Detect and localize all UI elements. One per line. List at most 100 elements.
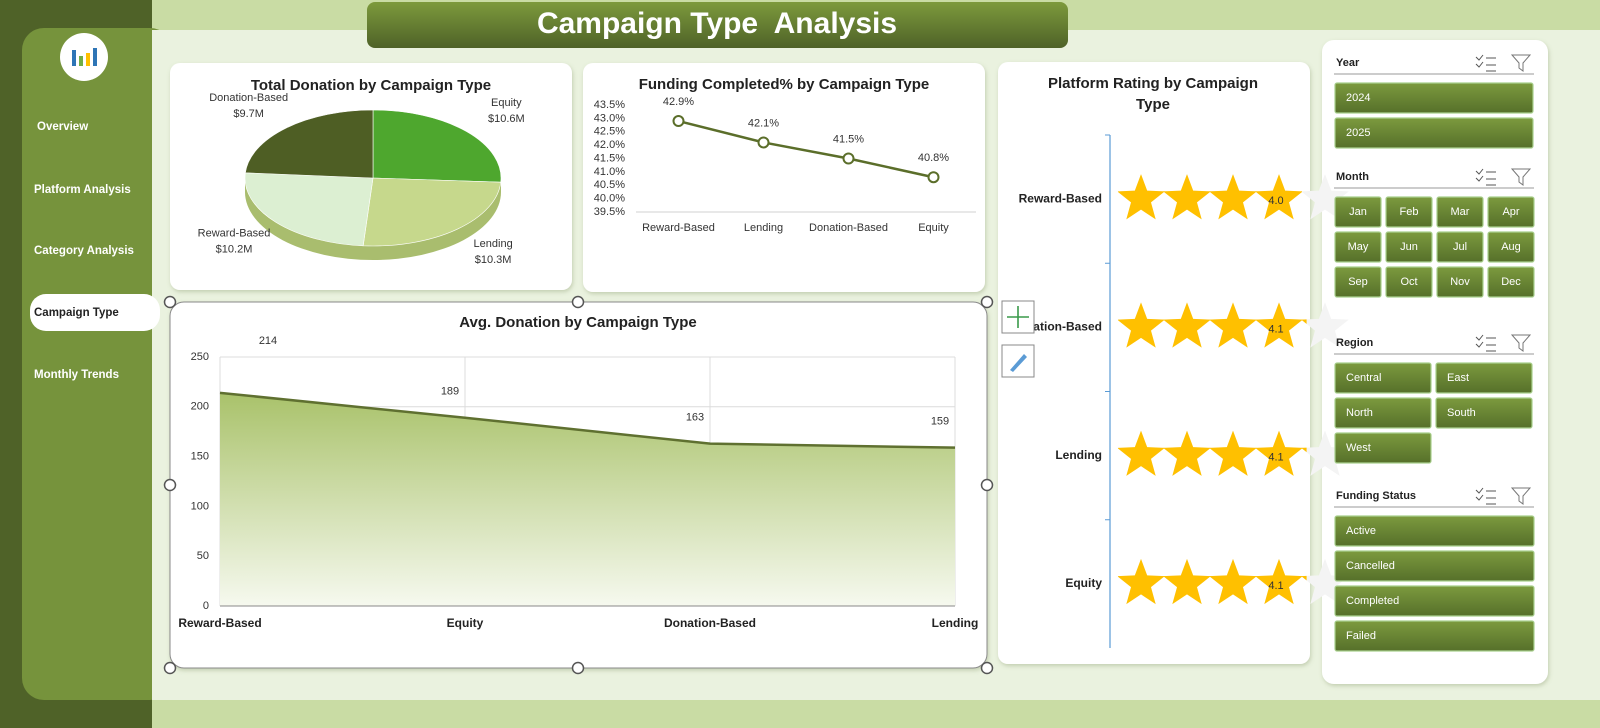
nav-item[interactable]: Overview [37, 121, 88, 133]
x-tick-label: Reward-Based [178, 616, 261, 630]
handle[interactable] [980, 478, 994, 492]
slicer-item[interactable]: East [1447, 372, 1469, 384]
slicer-button[interactable] [1334, 620, 1535, 652]
handle[interactable] [571, 295, 585, 309]
pie-slice [362, 177, 502, 247]
slicer-button[interactable] [1334, 432, 1432, 464]
slicer-button[interactable] [1334, 550, 1535, 582]
slicer-button[interactable] [1385, 231, 1433, 263]
slicer-title: Year [1336, 57, 1360, 69]
y-tick-label: 41.0% [594, 166, 625, 178]
line [678, 119, 934, 179]
slicer-button[interactable] [1334, 397, 1432, 429]
multiselect-icon[interactable] [1475, 54, 1496, 72]
handle[interactable] [980, 295, 994, 309]
y-tick-label: 42.5% [594, 126, 625, 138]
slicer-item[interactable]: 2024 [1346, 92, 1370, 104]
chart-title: Funding Completed% by Campaign Type [639, 76, 930, 93]
chart-title: Total Donation by Campaign Type [251, 77, 491, 94]
nav-panel [22, 28, 172, 700]
slicer-title: Region [1336, 337, 1374, 349]
slicer-item[interactable]: Sep [1348, 276, 1368, 288]
slicer-item[interactable]: Jul [1453, 241, 1467, 253]
multiselect-icon[interactable] [1475, 168, 1496, 186]
x-tick-label: Lending [932, 616, 979, 630]
star [1301, 319, 1307, 324]
slicer-item[interactable]: 2025 [1346, 127, 1370, 139]
slicer-item[interactable]: Dec [1501, 276, 1521, 288]
slicer-button[interactable] [1385, 196, 1433, 228]
slicer-item[interactable]: Active [1346, 525, 1376, 537]
slice-label: $10.6M [488, 113, 525, 125]
slicer-item[interactable]: Apr [1502, 206, 1519, 218]
slicer-item[interactable]: Cancelled [1346, 560, 1395, 572]
slicer-item[interactable]: Completed [1346, 595, 1399, 607]
slicer-button[interactable] [1435, 362, 1533, 394]
data-label: 189 [441, 386, 459, 398]
star [1209, 558, 1257, 605]
slice-label: $10.3M [475, 254, 512, 266]
slicer-button[interactable] [1385, 266, 1433, 298]
slicer-button[interactable] [1487, 231, 1535, 263]
star [1209, 430, 1257, 476]
star [1255, 430, 1303, 476]
slicer-item[interactable]: Failed [1346, 630, 1376, 642]
card [998, 62, 1310, 664]
slicer-button[interactable] [1334, 585, 1535, 617]
star-rating [1118, 174, 1302, 220]
y-tick-label: Equity [1065, 576, 1102, 590]
star [1163, 430, 1211, 476]
slicer-button[interactable] [1334, 266, 1382, 298]
slicer-button[interactable] [1436, 231, 1484, 263]
data-label: 40.8% [918, 152, 949, 164]
slicer-item[interactable]: Nov [1450, 276, 1470, 288]
slicer-item[interactable]: Jun [1400, 241, 1418, 253]
clear-filter-icon[interactable] [1510, 168, 1532, 186]
slicer-item[interactable]: West [1346, 442, 1371, 454]
area-line [219, 391, 956, 449]
area-fill [220, 392, 955, 606]
slicer-button[interactable] [1334, 196, 1382, 228]
slicer-button[interactable] [1334, 82, 1534, 114]
data-label: 4.1 [1268, 452, 1283, 464]
nav-item[interactable]: Platform Analysis [34, 184, 131, 196]
slicer-item[interactable]: May [1348, 241, 1369, 253]
nav-item[interactable]: Campaign Type [34, 307, 119, 319]
multiselect-icon[interactable] [1475, 334, 1496, 352]
handle[interactable] [980, 661, 994, 675]
slicer-button[interactable] [1436, 196, 1484, 228]
clear-filter-icon[interactable] [1510, 487, 1532, 505]
slicer-button[interactable] [1334, 117, 1534, 149]
chart-title: Avg. Donation by Campaign Type [459, 314, 697, 331]
y-tick-label: 40.0% [594, 193, 625, 205]
slicer-item[interactable]: North [1346, 407, 1373, 419]
slicer-button[interactable] [1334, 515, 1535, 547]
slicer-item[interactable]: Oct [1400, 276, 1417, 288]
slicer-item[interactable]: Feb [1400, 206, 1419, 218]
handle[interactable] [163, 478, 177, 492]
slicer-item[interactable]: South [1447, 407, 1476, 419]
data-label: 159 [931, 416, 949, 428]
slicer-item[interactable]: Aug [1501, 241, 1521, 253]
handle[interactable] [571, 661, 585, 675]
slicer-button[interactable] [1487, 266, 1535, 298]
clear-filter-icon[interactable] [1510, 54, 1532, 72]
slicer-button[interactable] [1435, 397, 1533, 429]
slicer-button[interactable] [1334, 231, 1382, 263]
handle[interactable] [163, 661, 177, 675]
clear-filter-icon[interactable] [1510, 334, 1532, 352]
slicer-button[interactable] [1487, 196, 1535, 228]
slicer-item[interactable]: Jan [1349, 206, 1367, 218]
slicer-button[interactable] [1436, 266, 1484, 298]
y-tick-label: Lending [1055, 448, 1102, 462]
y-tick-label: 50 [197, 550, 209, 562]
slicer-item[interactable]: Central [1346, 372, 1381, 384]
slicer-item[interactable]: Mar [1451, 206, 1470, 218]
nav-item[interactable]: Category Analysis [34, 245, 134, 257]
y-tick-label: 43.0% [594, 112, 625, 124]
multiselect-icon[interactable] [1475, 487, 1496, 505]
slicer-button[interactable] [1334, 362, 1432, 394]
nav-item[interactable]: Monthly Trends [34, 369, 119, 381]
y-tick-label: 41.5% [594, 152, 625, 164]
handle[interactable] [163, 295, 177, 309]
